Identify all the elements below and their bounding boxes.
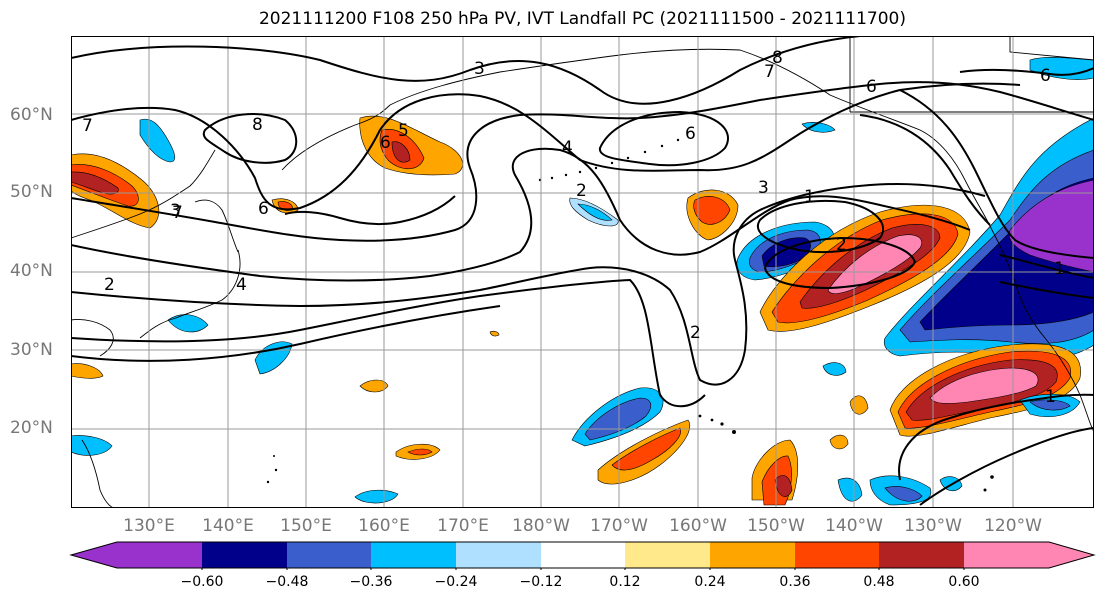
- lat-label-20n: 20°N: [10, 418, 53, 438]
- colorbar-cell: [879, 542, 964, 568]
- colorbar-tick: −0.48: [265, 574, 309, 590]
- lon-label-180w: 180°W: [512, 516, 570, 536]
- lat-label-40n: 40°N: [10, 261, 53, 281]
- lon-label-140w: 140°W: [825, 516, 883, 536]
- map-panel: 3 8 7 6 7 8 6 5 6 4 6 2 3 1 2 3 4 1 2 2 …: [71, 36, 1094, 508]
- contour-label: 6: [866, 77, 877, 97]
- contour-label: 7: [82, 116, 93, 136]
- colorbar-cell: [287, 542, 371, 568]
- lon-label-130e: 130°E: [123, 516, 175, 536]
- contour-label: 2: [104, 275, 115, 295]
- lat-label-50n: 50°N: [10, 182, 53, 202]
- contour-label: 7: [764, 62, 775, 82]
- colorbar-cell: [710, 542, 795, 568]
- coastlines: [71, 36, 1094, 508]
- colorbar-cell: [117, 542, 202, 568]
- lon-label-120w: 120°W: [984, 516, 1042, 536]
- colorbar-cell: [71, 542, 117, 568]
- contour-label: 1: [1054, 259, 1065, 279]
- lon-label-150e: 150°E: [280, 516, 332, 536]
- lon-label-170w: 170°W: [590, 516, 648, 536]
- pv-contours: [71, 36, 1094, 506]
- colorbar-cell: [625, 542, 710, 568]
- colorbar-outline: [69, 541, 1096, 569]
- contour-label: 8: [772, 48, 783, 68]
- lon-label-150w: 150°W: [747, 516, 805, 536]
- contour-label: 6: [1040, 66, 1051, 86]
- lon-label-160e: 160°E: [358, 516, 410, 536]
- contour-label: 3: [474, 59, 485, 79]
- contour-label: 3: [170, 201, 181, 221]
- lon-label-130w: 130°W: [904, 516, 962, 536]
- colorbar-cell: [795, 542, 879, 568]
- contour-label: 1: [1045, 387, 1056, 407]
- colorbar-cell: [202, 542, 287, 568]
- contour-label: 2: [690, 323, 701, 343]
- contour-label: 4: [562, 138, 573, 158]
- colorbar-tick: −0.24: [434, 574, 478, 590]
- colorbar: [69, 541, 1096, 570]
- contour-label: 6: [380, 133, 391, 153]
- contour-label: 2: [576, 181, 587, 201]
- contour-label: 2: [836, 235, 847, 255]
- lat-label-30n: 30°N: [10, 340, 53, 360]
- colorbar-tick: 0.24: [694, 574, 726, 590]
- map-title: 2021111200 F108 250 hPa PV, IVT Landfall…: [258, 9, 906, 29]
- contour-labels: 3 8 7 6 7 8 6 5 6 4 6 2 3 1 2 3 4 1 2 2 …: [82, 48, 1065, 407]
- colorbar-tick: 0.60: [948, 574, 980, 590]
- colorbar-cell: [1049, 542, 1094, 568]
- colorbar-cell: [541, 542, 625, 568]
- contour-label: 7: [172, 203, 183, 223]
- colorbar-tick: −0.36: [349, 574, 393, 590]
- contour-label: 8: [252, 115, 263, 135]
- shaded-anomaly-fields: [71, 56, 1094, 506]
- contour-label: 6: [685, 124, 696, 144]
- colorbar-tick: −0.60: [180, 574, 224, 590]
- lon-label-140e: 140°E: [202, 516, 254, 536]
- contour-label: 6: [258, 199, 269, 219]
- colorbar-tick: 0.36: [779, 574, 811, 590]
- colorbar-cell: [371, 542, 456, 568]
- colorbar-tick: 0.48: [863, 574, 895, 590]
- contour-label: 1: [804, 187, 815, 207]
- contour-label: 4: [236, 275, 247, 295]
- lon-label-160w: 160°W: [669, 516, 727, 536]
- colorbar-cell: [456, 542, 541, 568]
- colorbar-tick: −0.12: [519, 574, 563, 590]
- lat-label-60n: 60°N: [10, 105, 53, 125]
- contour-label: 3: [758, 178, 769, 198]
- contour-label: 5: [398, 121, 409, 141]
- colorbar-cell: [964, 542, 1049, 568]
- islands: [266, 138, 994, 492]
- colorbar-tick: 0.12: [609, 574, 641, 590]
- lon-label-170e: 170°E: [437, 516, 489, 536]
